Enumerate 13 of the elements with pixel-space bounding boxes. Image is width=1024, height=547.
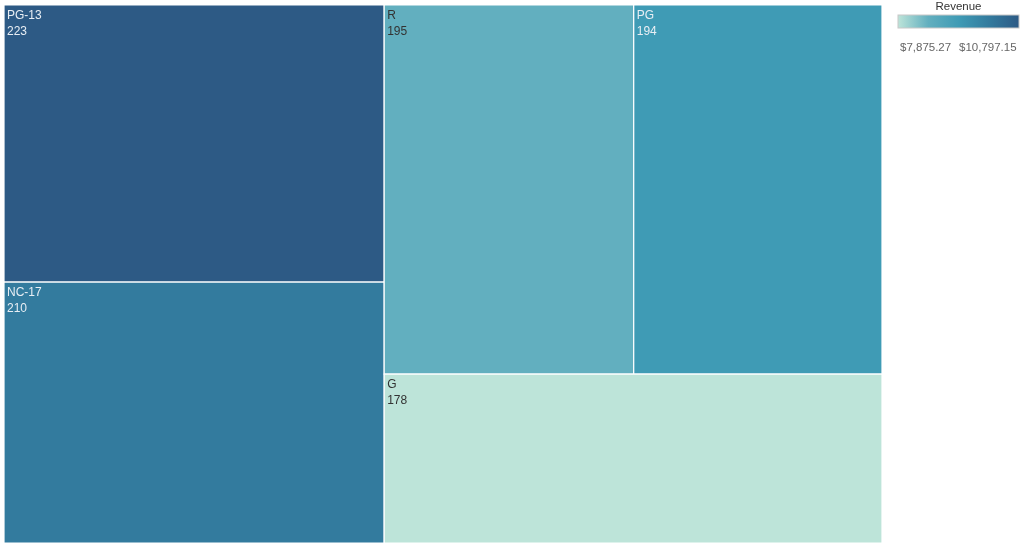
data-label: 194 xyxy=(636,23,658,38)
category-label: PG xyxy=(636,8,655,22)
data-label: 178 xyxy=(387,392,408,407)
category-label: G xyxy=(387,377,397,392)
category-label: PG-13 xyxy=(7,8,43,22)
text: $10,797.15 xyxy=(959,41,1017,53)
data-label: 210 xyxy=(7,300,28,315)
data-label: 195 xyxy=(387,23,408,38)
color-bar-title: Revenue xyxy=(935,0,982,13)
data-label: 223 xyxy=(7,23,28,38)
text: $7,875.27 xyxy=(900,41,952,53)
category-label: NC-17 xyxy=(7,285,42,300)
category-label: R xyxy=(387,8,397,22)
